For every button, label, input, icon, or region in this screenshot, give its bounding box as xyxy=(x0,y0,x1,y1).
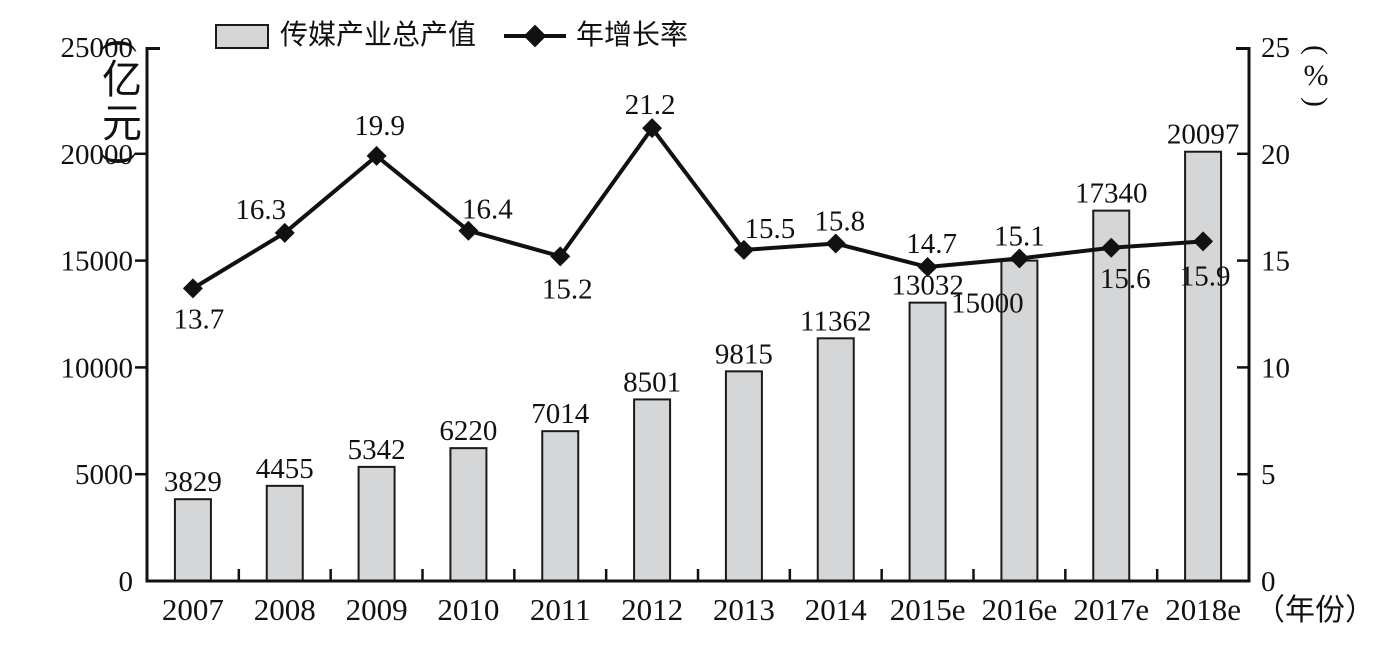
line-value-label: 15.6 xyxy=(1100,263,1151,295)
axis-unit-char: ( xyxy=(99,39,145,53)
y-tick-label-left: 10000 xyxy=(61,352,134,384)
bar-value-label: 11362 xyxy=(800,305,871,337)
right-axis-unit-label: (%) xyxy=(1294,40,1338,112)
line-value-label: 15.8 xyxy=(814,206,865,238)
line-value-label: 19.9 xyxy=(354,110,405,142)
y-tick-label-right: 5 xyxy=(1261,459,1276,491)
line-value-label: 15.9 xyxy=(1180,260,1231,292)
bar-value-label: 5342 xyxy=(348,434,406,466)
marker-diamond-icon xyxy=(917,257,938,278)
axis-unit-char: 亿 xyxy=(102,57,142,102)
y-tick-label-right: 10 xyxy=(1261,352,1290,384)
bar-2018e xyxy=(1184,150,1223,582)
axis-unit-char: ) xyxy=(1300,97,1333,107)
marker-diamond-icon xyxy=(550,246,571,267)
y-tick-label-left: 0 xyxy=(119,566,134,598)
y-tick-label-right: 0 xyxy=(1261,566,1276,598)
x-axis-label: 2014 xyxy=(805,592,868,627)
x-axis-label: 2008 xyxy=(254,592,316,627)
bar-2012 xyxy=(633,398,672,582)
bar-value-label: 8501 xyxy=(623,366,681,398)
bar-2015e xyxy=(908,301,947,582)
line-value-label: 16.4 xyxy=(462,194,513,226)
x-axis-unit-label: （年份） xyxy=(1255,594,1375,627)
x-axis-label: 2015e xyxy=(890,592,966,627)
x-axis-label: 2010 xyxy=(437,592,499,627)
axis-unit-char: ( xyxy=(1300,45,1333,55)
bar-value-label: 4455 xyxy=(256,453,314,485)
line-value-label: 14.7 xyxy=(906,228,957,260)
x-axis-label: 2012 xyxy=(621,592,683,627)
y-tick-label-right: 25 xyxy=(1261,32,1290,64)
y-tick-label-left: 5000 xyxy=(75,459,133,491)
x-axis-label: 2011 xyxy=(530,592,591,627)
line-value-label: 15.1 xyxy=(994,220,1045,252)
legend-bar-label: 传媒产业总产值 xyxy=(280,20,477,51)
marker-diamond-icon xyxy=(1101,237,1122,258)
bar-value-label: 6220 xyxy=(439,415,497,447)
bar-2010 xyxy=(449,447,488,583)
axis-unit-char: 元 xyxy=(102,101,142,146)
x-axis-label: 2017e xyxy=(1073,592,1149,627)
legend-bar-swatch xyxy=(215,23,269,49)
marker-diamond-icon xyxy=(458,220,479,241)
bar-2007 xyxy=(173,498,212,582)
y-tick-label-right: 15 xyxy=(1261,246,1290,278)
line-value-label: 16.3 xyxy=(235,194,286,226)
axis-unit-char: ) xyxy=(99,151,145,165)
axis-unit-char: % xyxy=(1303,59,1329,92)
left-axis-unit-label: ( 亿元) xyxy=(96,34,148,170)
marker-diamond-icon xyxy=(1193,231,1214,252)
bar-value-label: 9815 xyxy=(715,338,773,370)
bar-2011 xyxy=(541,430,580,583)
bar-value-label: 20097 xyxy=(1167,119,1240,151)
y-tick-label-left: 15000 xyxy=(61,246,134,278)
marker-diamond-icon xyxy=(366,145,387,166)
x-axis-label: 2009 xyxy=(346,592,408,627)
x-axis-label: 2018e xyxy=(1165,592,1241,627)
x-axis-label: 2016e xyxy=(982,592,1058,627)
bar-2014 xyxy=(816,337,855,582)
marker-diamond-icon xyxy=(825,233,846,254)
marker-diamond-icon xyxy=(182,278,203,299)
bar-2016e xyxy=(1000,259,1039,582)
line-value-label: 21.2 xyxy=(625,89,676,121)
x-axis-label: 2007 xyxy=(162,592,224,627)
bar-2008 xyxy=(265,484,304,582)
bar-value-label: 15000 xyxy=(951,288,1024,320)
bar-value-label: 7014 xyxy=(531,398,590,430)
line-value-label: 13.7 xyxy=(174,303,225,335)
y-tick-label-left: 20000 xyxy=(61,139,134,171)
marker-diamond-icon xyxy=(274,222,295,243)
legend-line-sample xyxy=(504,22,567,50)
line-value-label: 15.2 xyxy=(542,273,593,305)
marker-diamond-icon xyxy=(642,118,663,139)
marker-diamond-icon xyxy=(1009,248,1030,269)
diamond-marker-icon xyxy=(523,24,547,48)
y-tick-label-left: 25000 xyxy=(61,32,134,64)
bar-2009 xyxy=(357,465,396,582)
bar-2013 xyxy=(724,370,763,582)
y-tick-label-right: 20 xyxy=(1261,139,1290,171)
legend-line-label: 年增长率 xyxy=(576,20,689,51)
bar-2017e xyxy=(1092,209,1131,582)
bar-value-label: 17340 xyxy=(1075,178,1148,210)
bar-value-label: 3829 xyxy=(164,466,222,498)
growth-line xyxy=(191,124,1204,291)
line-value-label: 15.5 xyxy=(745,213,796,245)
legend: 传媒产业总产值 年增长率 xyxy=(215,20,688,52)
marker-diamond-icon xyxy=(733,239,754,260)
x-axis-label: 2013 xyxy=(713,592,775,627)
